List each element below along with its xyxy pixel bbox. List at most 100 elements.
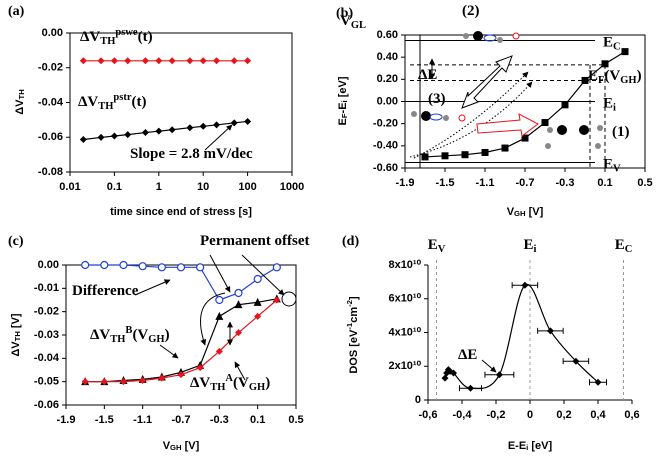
text-part: TH — [17, 89, 26, 100]
y-tick-label: 0.00 — [42, 27, 63, 39]
panel-label: (a) — [8, 4, 25, 19]
marker — [272, 263, 281, 272]
marker — [234, 288, 243, 298]
marker — [581, 76, 589, 84]
marker — [481, 148, 489, 156]
annotation: EF(VGH) — [588, 68, 642, 85]
annotation: ΔVTHA(VGH) — [190, 373, 270, 392]
decoration — [134, 279, 171, 296]
x-tick-label: 0.5 — [637, 177, 652, 189]
decoration — [200, 292, 226, 346]
text-part: Permanent offset — [200, 233, 310, 249]
decoration — [234, 361, 246, 381]
text-part: GH — [170, 443, 182, 452]
text-part: V — [613, 163, 621, 174]
text-part: (V — [233, 375, 249, 391]
marker — [196, 263, 205, 272]
text-part: cm — [348, 307, 360, 323]
reference-label: EC — [615, 237, 633, 254]
annotation: Slope = 2.8 mV/dec — [130, 146, 253, 162]
y-tick-label: -0.20 — [373, 118, 398, 130]
y-tick-label: -0.04 — [34, 352, 60, 364]
y-axis-label: EF-Ei [eV] — [337, 76, 350, 125]
marker — [199, 57, 207, 65]
marker — [100, 260, 109, 270]
y-tick-label: 0.40 — [377, 51, 398, 63]
text-part: ΔV — [78, 94, 98, 110]
y-tick-label: -0.03 — [34, 329, 59, 341]
y-tick-label: 0.00 — [38, 259, 59, 271]
reference-label: EV — [428, 237, 446, 254]
x-tick-label: -1.9 — [396, 177, 415, 189]
text-part: -2 — [345, 300, 354, 307]
decoration — [411, 111, 417, 117]
decoration — [547, 127, 553, 133]
x-tick-label: -0.3 — [210, 414, 229, 426]
marker — [177, 371, 185, 379]
text-part: ΔE — [458, 347, 477, 363]
reference-label: EC — [603, 35, 621, 52]
marker — [186, 124, 194, 132]
marker — [621, 48, 629, 56]
marker — [273, 296, 281, 304]
marker — [141, 129, 149, 137]
marker — [213, 57, 221, 65]
marker — [157, 263, 166, 272]
text-part: i — [340, 100, 349, 102]
x-tick-label: 0.1 — [597, 177, 612, 189]
marker — [230, 57, 238, 65]
text-part: (t) — [132, 94, 147, 110]
text-part: ) — [637, 68, 642, 84]
text-part: V — [163, 440, 171, 452]
decoration — [597, 125, 603, 131]
text-part: TH — [110, 334, 125, 345]
marker — [124, 57, 132, 65]
marker — [215, 295, 224, 305]
marker — [561, 101, 569, 109]
marker — [79, 57, 87, 65]
decoration — [483, 34, 497, 42]
marker — [253, 274, 262, 284]
decoration — [409, 81, 533, 158]
marker — [168, 126, 176, 134]
decoration — [557, 125, 567, 135]
text-part: GH — [620, 75, 636, 86]
y-tick-label: 6x10¹⁰ — [388, 293, 421, 305]
text-part: Slope = 2.8 mV/dec — [130, 146, 253, 162]
text-part: E — [615, 237, 625, 253]
text-part: GH — [514, 209, 526, 218]
marker — [81, 378, 89, 386]
marker — [495, 371, 503, 379]
marker — [215, 347, 223, 355]
marker — [594, 378, 602, 386]
panel-label: (d) — [342, 234, 359, 249]
marker — [572, 357, 580, 365]
text-part: (2) — [462, 3, 480, 19]
text-part: F — [340, 113, 349, 118]
y-tick-label: -0.05 — [34, 376, 59, 388]
text-part: ΔV — [90, 327, 110, 343]
x-tick-label: 0,4 — [590, 409, 606, 421]
annotation: ΔE — [458, 347, 477, 363]
x-axis-label: VGH [V] — [507, 206, 544, 219]
y-tick-label: 0.00 — [377, 95, 398, 107]
decoration — [579, 125, 589, 135]
marker — [97, 133, 105, 141]
marker — [196, 364, 204, 372]
decoration — [476, 113, 539, 137]
marker — [215, 311, 224, 320]
marker — [601, 60, 609, 68]
text-part: GH — [249, 382, 265, 393]
decoration — [473, 31, 483, 41]
x-tick-label: -1.9 — [57, 414, 76, 426]
decoration — [413, 71, 529, 159]
text-part: B — [125, 325, 132, 336]
marker — [546, 327, 554, 335]
x-tick-label: -1.5 — [95, 414, 114, 426]
y-tick-label: 0 — [415, 394, 421, 406]
marker — [110, 132, 118, 140]
text-part: pswe — [115, 27, 138, 38]
marker — [235, 329, 242, 337]
annotation: ΔE — [418, 67, 437, 83]
text-part: DOS [eV — [348, 329, 360, 374]
